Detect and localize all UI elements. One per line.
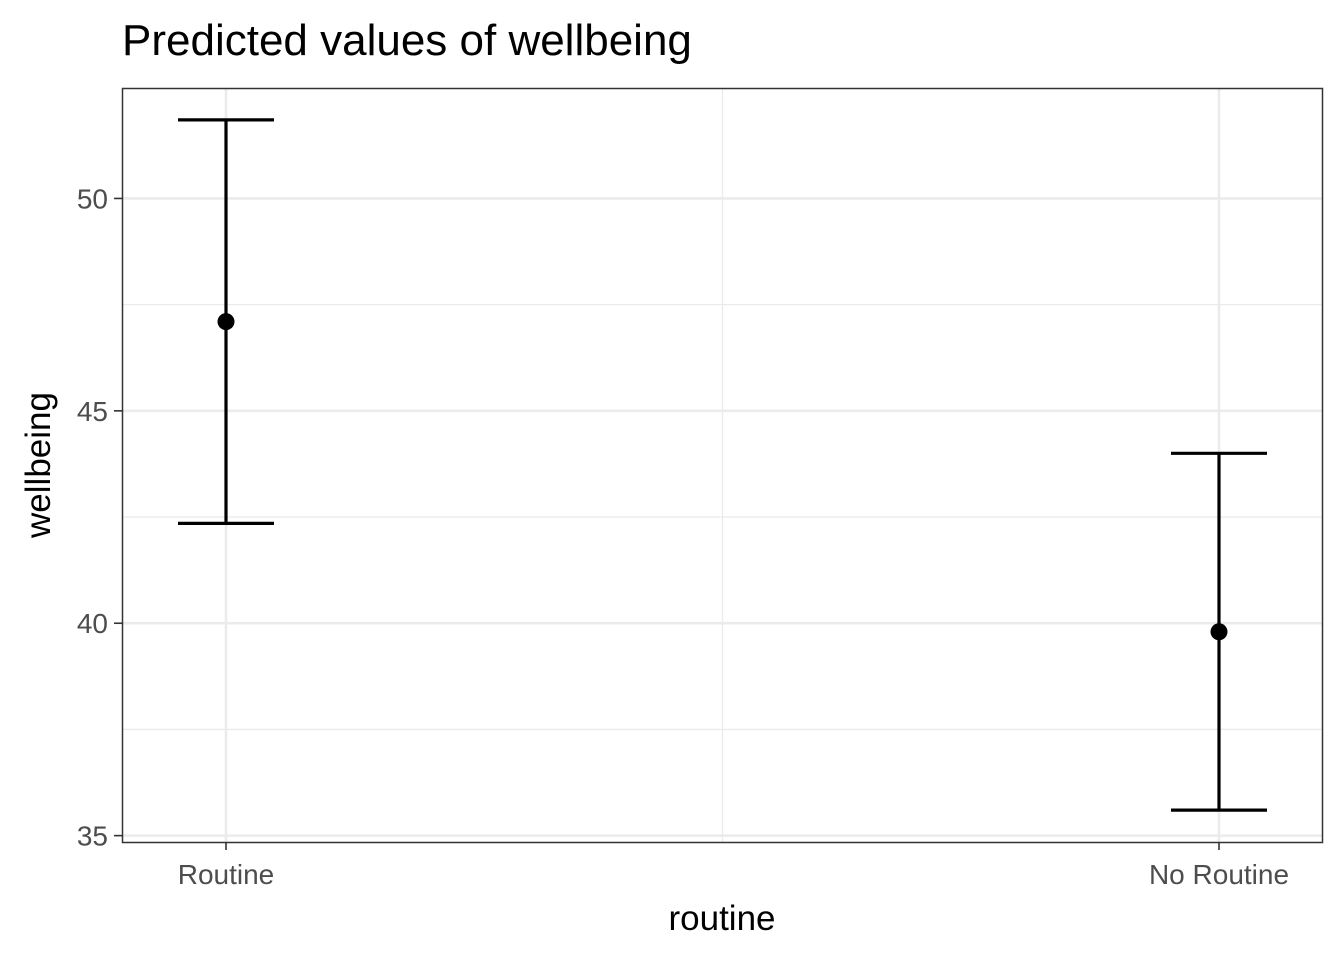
x-tick-label: No Routine [1149, 859, 1289, 890]
y-tick-label: 50 [77, 183, 108, 214]
y-tick-label: 45 [77, 396, 108, 427]
data-point [217, 313, 235, 331]
data-point [1210, 623, 1228, 641]
x-axis-title: routine [668, 899, 775, 938]
y-tick-label: 40 [77, 608, 108, 639]
tick-layer: 35 40 45 50 Routine No Routine [77, 183, 1289, 890]
y-axis-title: wellbeing [19, 392, 58, 539]
x-tick-label: Routine [178, 859, 275, 890]
panel-border [121, 87, 1324, 844]
chart-title: Predicted values of wellbeing [122, 16, 692, 65]
y-tick-label: 35 [77, 821, 108, 852]
mark-layer [178, 118, 1267, 812]
